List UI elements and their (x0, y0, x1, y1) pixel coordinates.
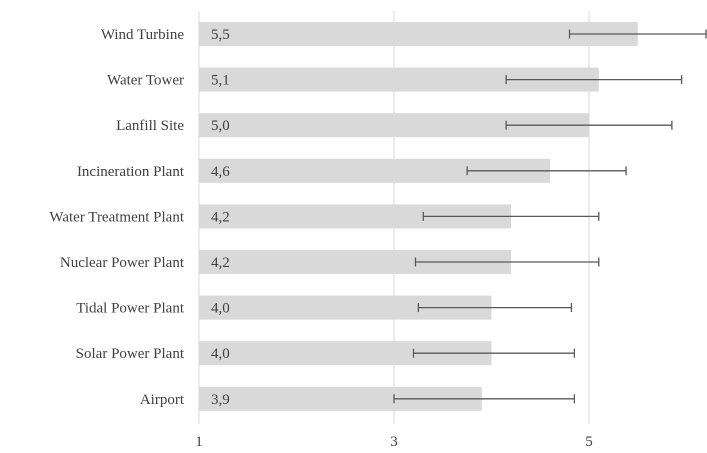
data-label: 4,0 (211, 301, 230, 317)
category-label: Water Treatment Plant (49, 209, 184, 225)
category-label: Wind Turbine (101, 27, 185, 43)
data-label: 4,2 (211, 209, 230, 225)
data-label: 4,6 (211, 164, 230, 180)
data-label: 5,5 (211, 27, 230, 43)
error-bars (393, 29, 707, 404)
x-tick-label: 3 (390, 434, 398, 450)
x-tick-label: 1 (195, 434, 203, 450)
labels: 1 3 5 Wind Turbine 5,5 Water Tower 5,1 Lanfill … (49, 27, 592, 450)
category-label: Tidal Power Plant (76, 301, 185, 317)
data-label: 5,0 (211, 118, 230, 134)
data-label: 3,9 (211, 392, 230, 408)
category-label: Lanfill Site (116, 118, 184, 134)
category-label: Nuclear Power Plant (60, 255, 185, 271)
category-label: Airport (140, 392, 185, 408)
data-label: 5,1 (211, 73, 230, 89)
category-label: Solar Power Plant (76, 346, 185, 362)
data-label: 4,0 (211, 346, 230, 362)
bar-0 (199, 22, 638, 46)
x-tick-label: 5 (585, 434, 593, 450)
category-label: Incineration Plant (77, 164, 185, 180)
data-label: 4,2 (211, 255, 230, 271)
category-label: Water Tower (107, 73, 184, 89)
